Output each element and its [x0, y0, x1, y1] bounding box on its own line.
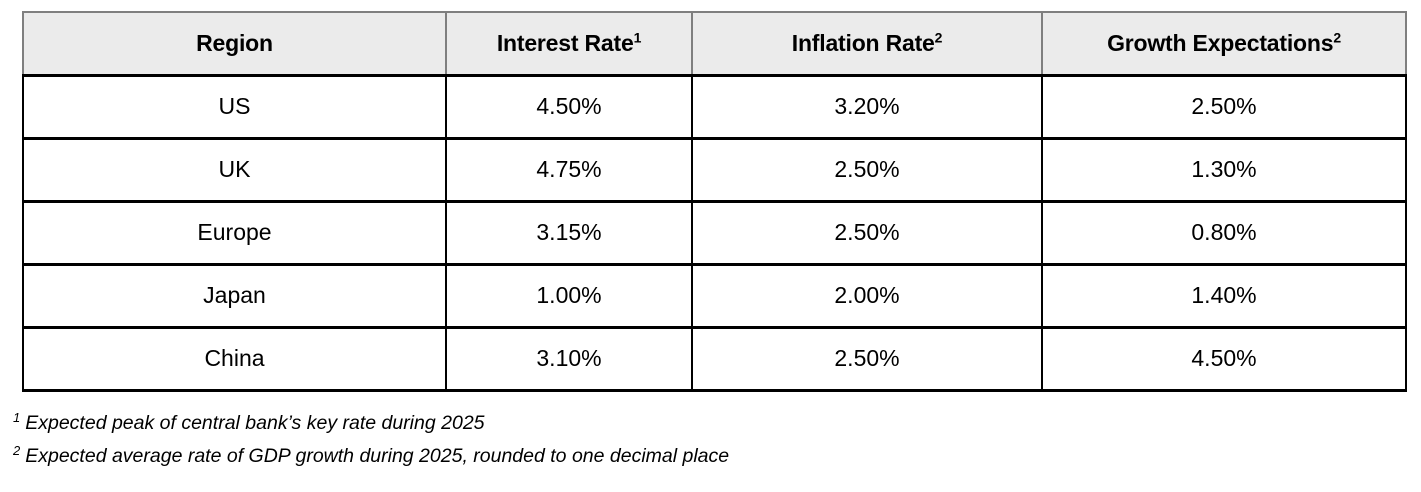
table-row-japan: Japan 1.00% 2.00% 1.40% — [22, 262, 1407, 329]
region-cell: Europe — [22, 199, 447, 266]
footnote-ref: 1 — [633, 29, 642, 46]
table-row-uk: UK 4.75% 2.50% 1.30% — [22, 136, 1407, 203]
footnote-text: Expected peak of central bank’s key rate… — [25, 412, 485, 434]
column-header-growth-expectations: Growth Expectations2 — [1041, 11, 1407, 77]
interest-rate-cell: 3.10% — [445, 325, 693, 392]
footnote-ref: 2 — [1333, 29, 1341, 46]
region-cell: UK — [22, 136, 447, 203]
interest-rate-cell: 4.75% — [445, 136, 693, 203]
growth-expectations-cell: 1.40% — [1041, 262, 1407, 329]
interest-rate-cell: 1.00% — [445, 262, 693, 329]
table-row-china: China 3.10% 2.50% 4.50% — [22, 325, 1407, 392]
header-row: Region Interest Rate1 Inflation Rate2 Gr… — [22, 11, 1407, 77]
growth-expectations-cell: 2.50% — [1041, 73, 1407, 140]
column-header-label: Inflation Rate — [791, 29, 935, 56]
table-row-europe: Europe 3.15% 2.50% 0.80% — [22, 199, 1407, 266]
interest-rate-cell: 3.15% — [445, 199, 693, 266]
region-cell: Japan — [22, 262, 447, 329]
table-row-us: US 4.50% 3.20% 2.50% — [22, 73, 1407, 140]
footnote-ref: 2 — [934, 29, 943, 46]
column-header-label: Interest Rate — [496, 29, 634, 56]
interest-rate-cell: 4.50% — [445, 73, 693, 140]
inflation-rate-cell: 2.50% — [691, 325, 1043, 392]
table-container: Region Interest Rate1 Inflation Rate2 Gr… — [22, 11, 1407, 392]
column-header-inflation-rate: Inflation Rate2 — [691, 11, 1043, 77]
footnote-marker: 1 — [13, 409, 21, 425]
growth-expectations-cell: 1.30% — [1041, 136, 1407, 203]
inflation-rate-cell: 2.00% — [691, 262, 1043, 329]
growth-expectations-cell: 4.50% — [1041, 325, 1407, 392]
column-header-interest-rate: Interest Rate1 — [445, 11, 693, 77]
column-header-label: Growth Expectations — [1107, 29, 1334, 56]
inflation-rate-cell: 2.50% — [691, 136, 1043, 203]
footnote-text: Expected average rate of GDP growth duri… — [25, 445, 730, 467]
column-header-region: Region — [22, 11, 447, 77]
footnote-marker: 2 — [13, 442, 21, 458]
footnote-growth: 2 Expected average rate of GDP growth dur… — [13, 442, 730, 467]
inflation-rate-cell: 2.50% — [691, 199, 1043, 266]
economic-indicators-table: Region Interest Rate1 Inflation Rate2 Gr… — [22, 11, 1407, 392]
region-cell: US — [22, 73, 447, 140]
region-cell: China — [22, 325, 447, 392]
growth-expectations-cell: 0.80% — [1041, 199, 1407, 266]
footnote-interest-rate: 1 Expected peak of central bank’s key rat… — [13, 409, 729, 434]
column-header-label: Region — [196, 29, 273, 56]
footnotes-block: 1 Expected peak of central bank’s key rat… — [13, 409, 730, 479]
inflation-rate-cell: 3.20% — [691, 73, 1043, 140]
